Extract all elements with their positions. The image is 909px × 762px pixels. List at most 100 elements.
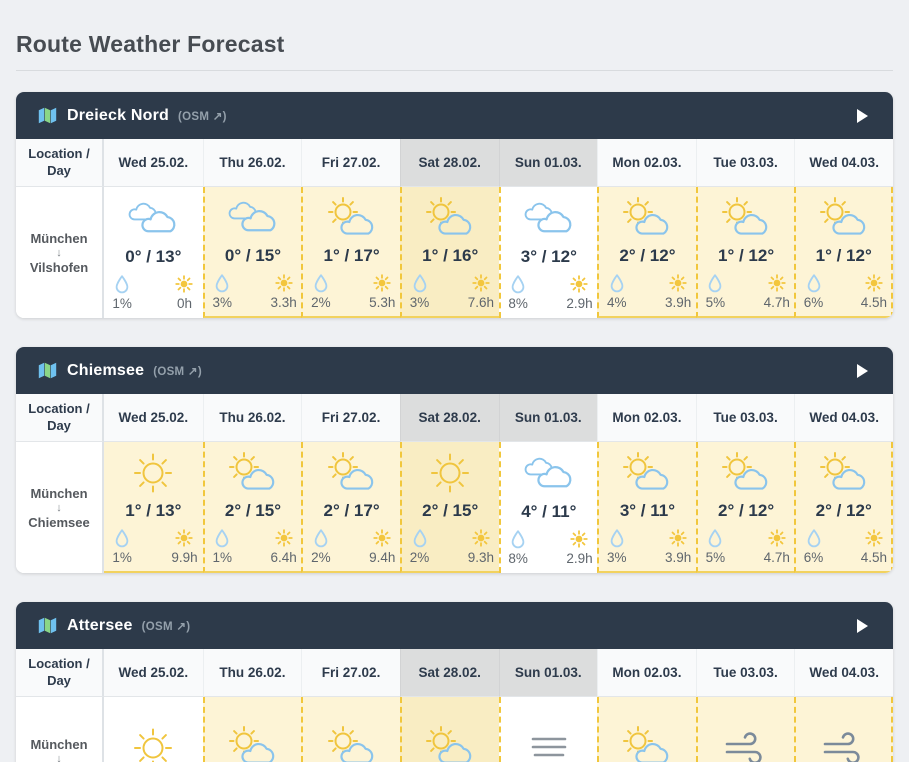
precipitation-value: 4% [607,295,627,310]
day-header: Fri 27.02. [301,649,400,697]
card-header[interactable]: Attersee (OSM ↗) [16,602,893,649]
sunshine-value: 3.9h [664,550,692,565]
droplet-icon [214,273,230,293]
precipitation-value: 8% [508,551,528,566]
forecast-cell: 1° / 12° [498,697,598,762]
sunshine-stat: 3.3h [268,273,299,310]
forecast-cell: 3° / 12° 8% 2.9h [498,187,598,318]
precipitation-stat: 2% [305,528,336,565]
sun-small-icon [569,529,589,549]
table-row: München ↓ Vilshofen 0° / 13° 1% 0h 0° / 15° 3% 3… [16,187,893,318]
sun-small-icon [274,273,294,293]
precipitation-stat: 8% [503,274,534,311]
cell-stats: 3% 7.6h [404,273,497,310]
sun-small-icon [767,528,787,548]
sunny-icon [106,450,201,496]
down-arrow-icon: ↓ [56,501,62,514]
partly-cloudy-icon [700,195,793,241]
precipitation-stat: 3% [601,528,632,565]
droplet-icon [114,274,130,294]
cell-stats: 5% 4.7h [700,528,793,565]
partly-cloudy-icon [404,195,497,241]
route-card: Dreieck Nord (OSM ↗) Location / Day Wed 25.… [16,92,893,318]
day-header-row: Location / Day Wed 25.02. Thu 26.02. Fri 27… [16,394,893,442]
cell-stats: 2% 9.3h [404,528,497,565]
forecast-cell: 2° / 18° [301,697,400,762]
forecast-cell: 1° / 16° 3% 7.6h [399,187,499,318]
precipitation-value: 2% [311,295,331,310]
sun-small-icon [274,528,294,548]
sunshine-value: 7.6h [467,295,494,310]
precipitation-value: 3% [409,295,430,310]
table-body: München ↓ Vilshofen 0° / 13° 1% 0h 0° / 15° 3% 3… [16,187,893,318]
day-header: Thu 26.02. [202,649,302,697]
sunshine-value: 4.5h [860,295,887,310]
precipitation-stat: 8% [503,529,534,566]
corner-header: Location / Day [16,394,104,442]
forecast-cell: 1° / 15° [202,697,302,762]
card-header[interactable]: Chiemsee (OSM ↗) [16,347,893,394]
precipitation-value: 5% [705,295,726,310]
forecast-table: Location / Day Wed 25.02. Thu 26.02. Fri 27… [16,394,893,573]
forecast-cell: 1° / 12° 6% 4.5h [794,187,893,318]
partly-cloudy-icon [601,724,694,762]
cloudy-icon [106,196,201,242]
page-title: Route Weather Forecast [16,31,285,57]
temperature-range: 2° / 15° [422,501,479,520]
day-header: Fri 27.02. [301,139,400,187]
cell-stats: 1% 9.9h [106,528,201,565]
droplet-icon [609,528,625,548]
table-head: Location / Day Wed 25.02. Thu 26.02. Fri 27… [16,649,893,697]
table-body: München↓Attersee0° / 15°1° / 15°2° / 18°… [16,697,893,762]
sunshine-value: 4.7h [763,550,790,565]
day-header-row: Location / Day Wed 25.02. Thu 26.02. Fri 27… [16,139,893,187]
forecast-cell: 1° / 12° 5% 4.7h [695,187,795,318]
temperature-range: 2° / 12° [815,501,872,520]
sunshine-value: 2.9h [566,551,593,566]
card-title: Attersee [67,616,133,634]
title-divider [16,70,893,71]
day-header: Wed 25.02. [104,139,203,187]
play-button[interactable] [850,614,875,638]
day-header: Wed 25.02. [104,649,203,697]
cell-stats: 3% 3.3h [207,273,300,310]
day-header: Tue 03.03. [695,139,795,187]
play-button[interactable] [850,104,875,128]
sun-small-icon [864,273,884,293]
day-header: Sat 28.02. [399,649,499,697]
cell-stats: 2% 9.4h [305,528,398,565]
card-header[interactable]: Dreieck Nord (OSM ↗) [16,92,893,139]
partly-cloudy-icon [404,724,497,762]
play-button[interactable] [850,359,875,383]
fog-icon [503,725,596,762]
sun-small-icon [174,528,194,548]
forecast-cell: 2° / 12° 6% 4.5h [794,442,893,573]
down-arrow-icon: ↓ [56,246,62,259]
sun-small-icon [372,528,392,548]
sunshine-stat: 3.9h [662,528,693,565]
osm-link[interactable]: (OSM ↗) [178,110,227,123]
forecast-cell: 1° / 13° 1% 9.9h [104,442,203,573]
sunshine-stat: 3.9h [662,273,693,310]
partly-cloudy-icon [305,450,398,496]
sunshine-stat: 2.9h [564,529,595,566]
droplet-icon [806,273,822,293]
day-header: Mon 02.03. [597,139,696,187]
precipitation-value: 8% [508,296,528,311]
cell-stats: 3% 3.9h [601,528,694,565]
osm-link[interactable]: (OSM ↗) [141,620,191,633]
map-icon [38,107,57,124]
sun-small-icon [767,273,787,293]
sunshine-value: 9.9h [171,550,198,565]
sun-small-icon [668,528,688,548]
droplet-icon [313,528,329,548]
card-title: Dreieck Nord [67,106,169,124]
droplet-icon [510,274,526,294]
cell-stats: 4% 3.9h [601,273,694,310]
day-header: Wed 04.03. [794,139,893,187]
day-header: Tue 03.03. [695,394,795,442]
osm-link[interactable]: (OSM ↗) [153,365,202,378]
windy-icon [700,724,793,762]
day-header: Wed 25.02. [104,394,203,442]
temperature-range: 4° / 11° [521,502,577,521]
